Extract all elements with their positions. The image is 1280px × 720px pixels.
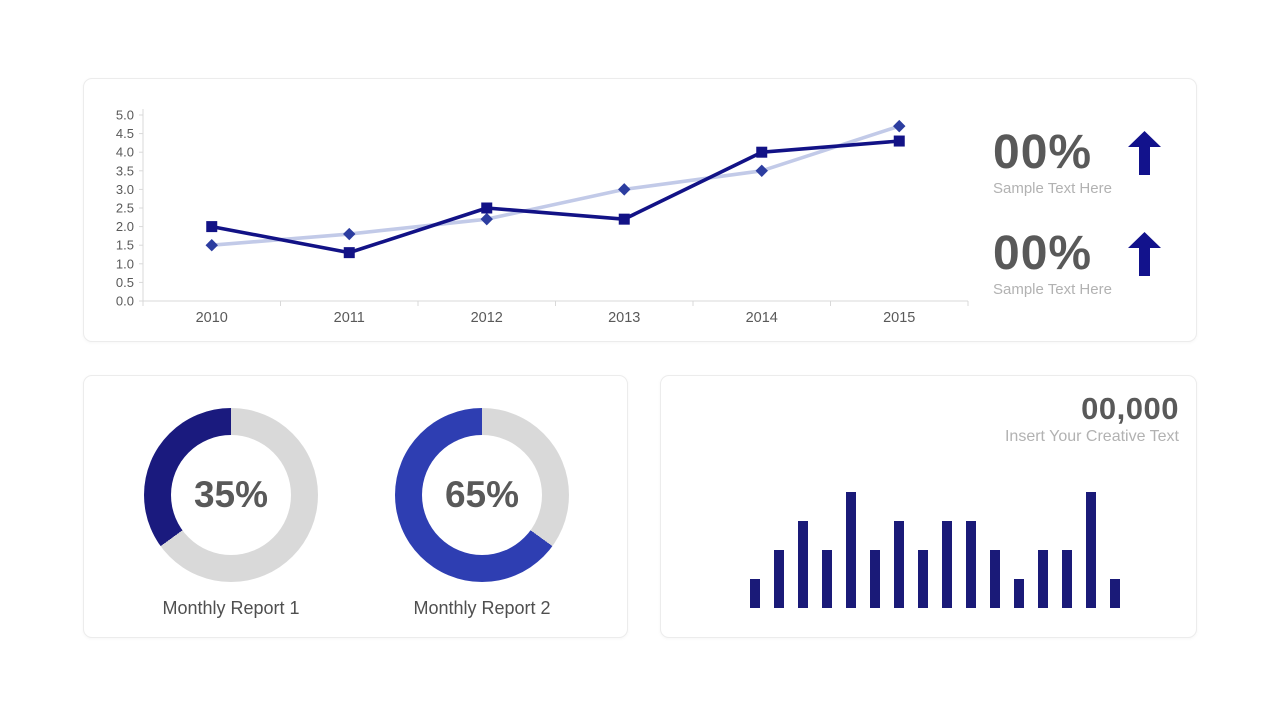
kpi-stats: 00% Sample Text Here 00% Sample Text Her… [993,129,1183,331]
diamond-marker [893,119,906,133]
monthly-reports-panel: 35% Monthly Report 1 65% Monthly Report … [83,375,628,638]
bar [774,550,784,608]
square-marker [206,221,218,233]
kpi-label: Insert Your Creative Text [1004,428,1179,446]
donut-title: Monthly Report 1 [162,598,300,618]
x-tick-label: 2013 [608,310,640,326]
kpi-stat-1: 00% Sample Text Here [993,129,1183,197]
kpi-value: 00,000 [1081,391,1179,426]
donut-title: Monthly Report 2 [413,598,551,618]
series-dark-navy-squares [206,135,905,259]
kpi-label: Sample Text Here [993,180,1112,197]
diamond-marker [755,164,768,178]
y-tick-label: 1.0 [116,256,134,271]
y-tick-label: 0.5 [116,275,134,290]
kpi-stat-2: 00% Sample Text Here [993,230,1183,298]
donut-block-1: 35% Monthly Report 1 [144,408,318,619]
series-line [209,139,902,255]
line-chart: 0.0 0.5 1.0 1.5 2.0 2.5 3.0 3.5 4.0 4.5 5.0 2010 201… [116,108,969,326]
y-tick-label: 2.0 [116,219,134,234]
kpi-stat-2-text: 00% Sample Text Here [993,227,1112,299]
bar [942,521,952,608]
kpi-value: 00% [993,227,1093,280]
bar [846,492,856,608]
bar-chart-panel: 00,000 Insert Your Creative Text [660,375,1197,638]
bar [966,521,976,608]
x-tick-label: 2010 [196,310,228,326]
series-line [209,124,902,247]
y-tick-label: 0.0 [116,294,134,309]
y-tick-label: 4.0 [116,145,134,160]
bar [1086,492,1096,608]
square-marker [893,135,905,147]
y-tick-label: 3.5 [116,163,134,178]
square-marker [343,247,355,259]
bar [894,521,904,608]
up-arrow-icon [1127,131,1161,175]
bar-chart [750,491,1120,608]
x-tick-label: 2012 [471,310,503,326]
kpi-value: 00% [993,126,1093,179]
square-marker [756,146,768,158]
square-marker [618,213,630,225]
x-tick-label: 2014 [746,310,778,326]
diamond-marker [480,212,493,226]
donut-value: 35% [193,474,269,515]
y-tick-label: 4.5 [116,126,134,141]
bar [750,579,760,608]
up-arrow-icon [1127,232,1161,276]
bar [990,550,1000,608]
donut-chart-1: 35% [144,408,318,582]
bar [1038,550,1048,608]
bar [798,521,808,608]
diamond-marker [205,238,218,252]
kpi-stat-1-text: 00% Sample Text Here [993,126,1112,198]
y-tick-label: 1.5 [116,238,134,253]
x-tick-label: 2011 [334,310,365,326]
donut-block-2: 65% Monthly Report 2 [395,408,569,619]
y-tick-label: 2.5 [116,201,134,216]
kpi-block: 00,000 Insert Your Creative Text [1004,391,1179,446]
bar [1014,579,1024,608]
bar [918,550,928,608]
y-tick-label: 3.0 [116,182,134,197]
y-tick-label: 5.0 [116,108,134,123]
x-tick-label: 2015 [883,310,915,326]
series-light-blue-diamonds [205,119,906,252]
bar [870,550,880,608]
diamond-marker [618,183,631,196]
diamond-marker [343,227,356,241]
square-marker [481,202,493,214]
bar [822,550,832,608]
donut-value: 65% [444,474,520,515]
bar [1062,550,1072,608]
kpi-label: Sample Text Here [993,281,1112,298]
donut-chart-2: 65% [395,408,569,582]
bar [1110,579,1120,608]
line-chart-panel: 0.0 0.5 1.0 1.5 2.0 2.5 3.0 3.5 4.0 4.5 5.0 2010 201… [83,78,1197,342]
